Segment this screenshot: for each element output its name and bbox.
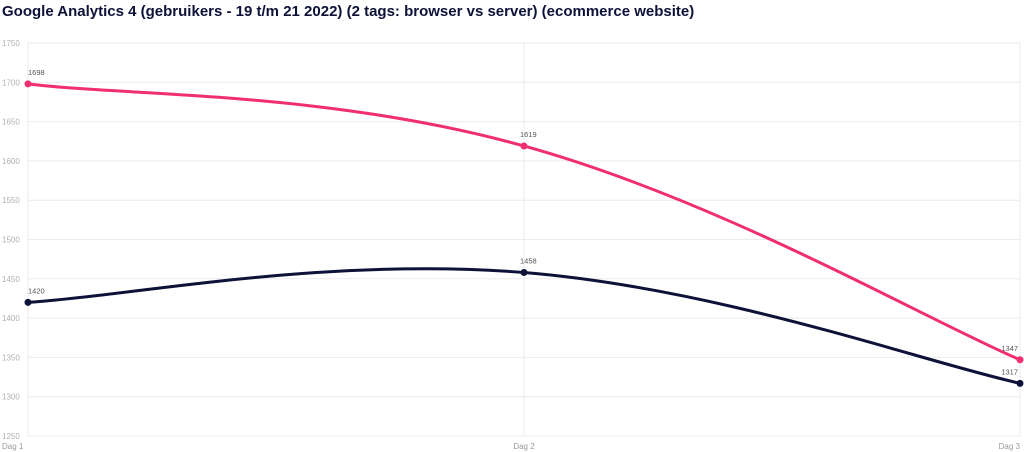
data-label: 1619 [520, 130, 537, 139]
y-tick-label: 1350 [2, 353, 20, 362]
data-point [1016, 356, 1024, 364]
x-tick-label: Dag 2 [513, 442, 535, 451]
x-tick-label: Dag 1 [2, 442, 24, 451]
x-tick-label: Dag 3 [999, 442, 1021, 451]
y-tick-label: 1650 [2, 118, 20, 127]
data-label: 1698 [28, 68, 45, 77]
chart-title: Google Analytics 4 (gebruikers - 19 t/m … [2, 3, 695, 20]
data-point [1016, 379, 1024, 387]
data-label: 1317 [1001, 367, 1018, 376]
y-tick-label: 1550 [2, 196, 20, 205]
y-tick-label: 1450 [2, 275, 20, 284]
y-tick-label: 1600 [2, 157, 20, 166]
data-point [520, 142, 528, 150]
data-point [24, 298, 32, 306]
y-tick-label: 1750 [2, 39, 20, 48]
data-point [520, 269, 528, 277]
y-tick-label: 1300 [2, 393, 20, 402]
y-tick-label: 1250 [2, 432, 20, 441]
data-point [24, 80, 32, 88]
y-tick-label: 1400 [2, 314, 20, 323]
data-label: 1347 [1001, 344, 1018, 353]
y-tick-label: 1700 [2, 78, 20, 87]
data-label: 1458 [520, 257, 537, 266]
y-tick-label: 1500 [2, 236, 20, 245]
data-label: 1420 [28, 286, 45, 295]
